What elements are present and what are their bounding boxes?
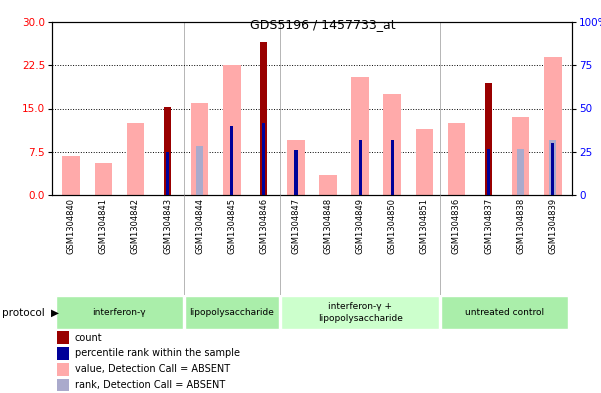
Bar [94, 163, 112, 195]
Bar [57, 363, 69, 376]
Bar [487, 149, 490, 195]
FancyBboxPatch shape [441, 296, 568, 329]
Text: GSM1304851: GSM1304851 [420, 198, 429, 254]
FancyBboxPatch shape [56, 296, 183, 329]
Text: protocol: protocol [2, 307, 44, 318]
Bar [164, 107, 171, 195]
Text: GSM1304849: GSM1304849 [356, 198, 365, 254]
Bar [415, 129, 433, 195]
Bar [57, 347, 69, 360]
Text: GSM1304843: GSM1304843 [163, 198, 172, 254]
Text: percentile rank within the sample: percentile rank within the sample [75, 349, 240, 358]
FancyBboxPatch shape [185, 296, 279, 329]
Bar [352, 77, 369, 195]
Text: lipopolysaccharide: lipopolysaccharide [189, 308, 274, 317]
Text: interferon-γ +
lipopolysaccharide: interferon-γ + lipopolysaccharide [318, 303, 403, 323]
Bar [57, 379, 69, 391]
Bar [166, 152, 169, 195]
Text: count: count [75, 332, 103, 343]
Bar [287, 140, 305, 195]
Text: GSM1304848: GSM1304848 [323, 198, 332, 254]
Bar [294, 150, 297, 195]
Text: GSM1304846: GSM1304846 [260, 198, 269, 254]
Bar [359, 140, 362, 195]
Text: GSM1304844: GSM1304844 [195, 198, 204, 254]
Bar [230, 126, 233, 195]
Text: ▶: ▶ [51, 307, 59, 318]
Text: GSM1304842: GSM1304842 [131, 198, 140, 254]
Bar [551, 143, 554, 195]
Bar [260, 126, 267, 195]
Bar [512, 117, 529, 195]
Bar [544, 57, 561, 195]
Bar [517, 149, 524, 195]
Text: GSM1304838: GSM1304838 [516, 198, 525, 254]
Text: GSM1304847: GSM1304847 [291, 198, 300, 254]
Text: GDS5196 / 1457733_at: GDS5196 / 1457733_at [249, 18, 395, 31]
Bar [223, 65, 240, 195]
Text: value, Detection Call = ABSENT: value, Detection Call = ABSENT [75, 364, 230, 374]
Bar [196, 146, 203, 195]
Bar [319, 175, 337, 195]
Text: untreated control: untreated control [465, 308, 544, 317]
FancyBboxPatch shape [281, 296, 439, 329]
Text: GSM1304837: GSM1304837 [484, 198, 493, 254]
Bar [63, 156, 80, 195]
Bar [262, 123, 266, 195]
Bar [57, 331, 69, 344]
Text: GSM1304850: GSM1304850 [388, 198, 397, 254]
Bar [260, 42, 267, 195]
Bar [549, 140, 557, 195]
Text: interferon-γ: interferon-γ [93, 308, 146, 317]
Bar [383, 94, 401, 195]
Bar [191, 103, 209, 195]
Bar [127, 123, 144, 195]
Text: rank, Detection Call = ABSENT: rank, Detection Call = ABSENT [75, 380, 225, 390]
Text: GSM1304841: GSM1304841 [99, 198, 108, 254]
Text: GSM1304840: GSM1304840 [67, 198, 76, 254]
Text: GSM1304845: GSM1304845 [227, 198, 236, 254]
Text: GSM1304839: GSM1304839 [548, 198, 557, 254]
Bar [391, 140, 394, 195]
Text: GSM1304836: GSM1304836 [452, 198, 461, 254]
Bar [448, 123, 465, 195]
Bar [485, 83, 492, 195]
